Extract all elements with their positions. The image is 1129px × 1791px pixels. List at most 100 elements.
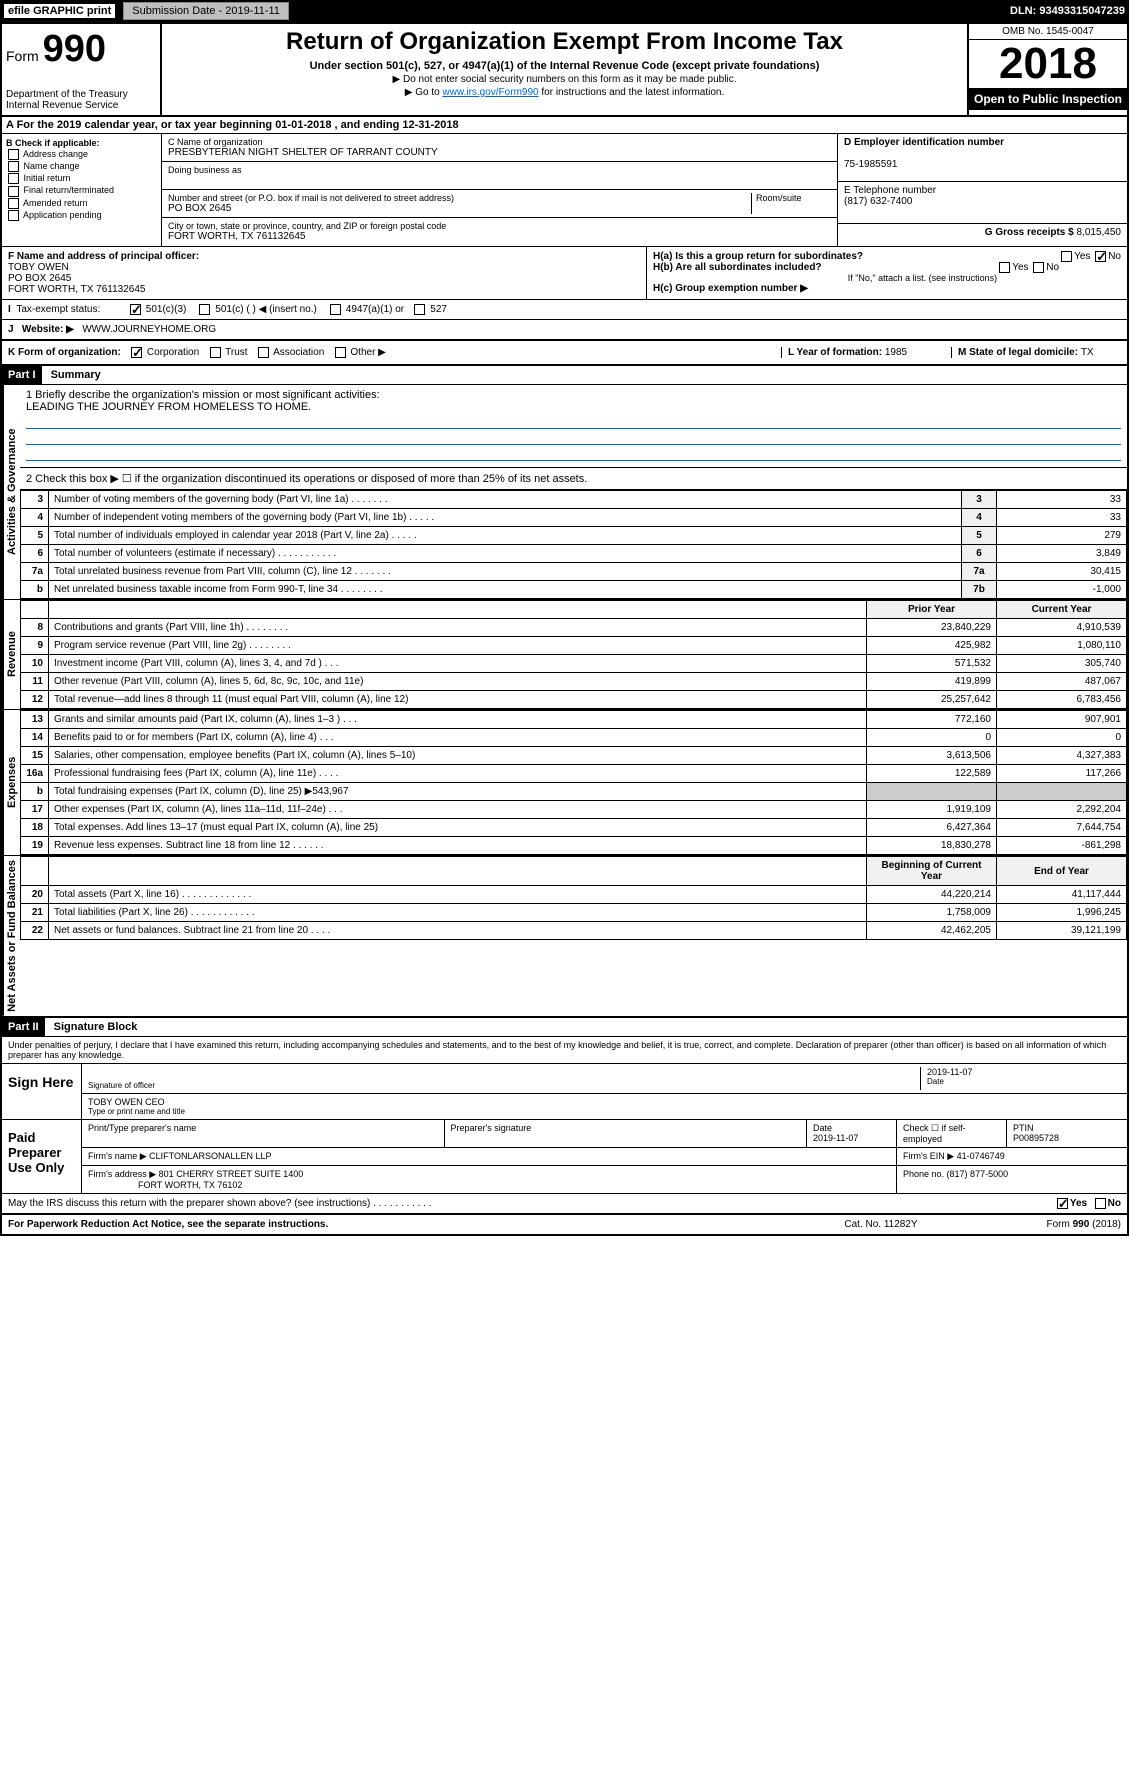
form-number: 990 (43, 28, 106, 70)
section-c: C Name of organization PRESBYTERIAN NIGH… (162, 134, 837, 246)
part2-header-row: Part II Signature Block (2, 1018, 1127, 1036)
tax-year: 2018 (969, 40, 1127, 88)
mission-block: 1 Briefly describe the organization's mi… (20, 385, 1127, 468)
prep-date: 2019-11-07 (813, 1133, 858, 1143)
cb-501c[interactable] (199, 304, 210, 315)
part1-rev-block: Revenue Prior YearCurrent Year 8Contribu… (2, 600, 1127, 710)
table-row: 5Total number of individuals employed in… (21, 527, 1127, 545)
penalty-statement: Under penalties of perjury, I declare th… (2, 1036, 1127, 1064)
cb-trust[interactable] (210, 347, 221, 358)
table-row: 11Other revenue (Part VIII, column (A), … (21, 673, 1127, 691)
paid-preparer-row: Paid Preparer Use Only Print/Type prepar… (2, 1120, 1127, 1194)
addr-label: Number and street (or P.O. box if mail i… (168, 193, 751, 203)
table-row: 15Salaries, other compensation, employee… (21, 747, 1127, 765)
cb-association[interactable] (258, 347, 269, 358)
part1-header-row: Part I Summary (2, 366, 1127, 385)
cb-527[interactable] (414, 304, 425, 315)
website-value: WWW.JOURNEYHOME.ORG (82, 324, 216, 335)
cb-corporation[interactable] (131, 347, 142, 358)
net-table: Beginning of Current YearEnd of Year 20T… (20, 856, 1127, 940)
phone-value: (817) 632-7400 (844, 196, 912, 207)
hb-note: If "No," attach a list. (see instruction… (653, 273, 1121, 283)
cb-address-change[interactable]: Address change (6, 149, 157, 160)
dln-label: DLN: 93493315047239 (1010, 5, 1125, 17)
cb-name-change[interactable]: Name change (6, 161, 157, 172)
table-row: 21Total liabilities (Part X, line 26) . … (21, 904, 1127, 922)
part1-title: Summary (45, 366, 107, 384)
room-suite-label: Room/suite (751, 193, 831, 214)
table-row: 19Revenue less expenses. Subtract line 1… (21, 837, 1127, 855)
l-label: L Year of formation: (788, 347, 885, 358)
tax-exempt-label: Tax-exempt status: (16, 304, 100, 315)
omb-number: OMB No. 1545-0047 (969, 24, 1127, 40)
cb-other[interactable] (335, 347, 346, 358)
sidebar-expenses: Expenses (2, 710, 20, 855)
right-info: D Employer identification number 75-1985… (837, 134, 1127, 246)
phone-label: E Telephone number (844, 185, 936, 196)
ein-label: D Employer identification number (844, 137, 1004, 148)
header-right: OMB No. 1545-0047 2018 Open to Public In… (967, 24, 1127, 115)
table-row: 6Total number of volunteers (estimate if… (21, 545, 1127, 563)
ha-label: H(a) Is this a group return for subordin… (653, 251, 863, 262)
cb-application-pending[interactable]: Application pending (6, 210, 157, 221)
part2-title: Signature Block (48, 1018, 144, 1036)
type-name-label: Type or print name and title (88, 1107, 185, 1116)
table-row: 10Investment income (Part VIII, column (… (21, 655, 1127, 673)
sidebar-revenue: Revenue (2, 600, 20, 709)
officer-label: F Name and address of principal officer: (8, 251, 199, 262)
prior-year-header: Prior Year (867, 601, 997, 619)
part1-header: Part I (2, 366, 42, 384)
cb-final-return[interactable]: Final return/terminated (6, 185, 157, 196)
firm-name-label: Firm's name ▶ (88, 1151, 147, 1161)
gross-receipts-value: 8,015,450 (1077, 227, 1122, 238)
officer-name-title: TOBY OWEN CEO (88, 1097, 185, 1107)
table-row: 16aProfessional fundraising fees (Part I… (21, 765, 1127, 783)
cat-no: Cat. No. 11282Y (791, 1219, 971, 1230)
end-year-header: End of Year (997, 857, 1127, 886)
form-header: Form 990 Department of the Treasury Inte… (2, 24, 1127, 117)
section-f: F Name and address of principal officer:… (2, 247, 647, 299)
discuss-text: May the IRS discuss this return with the… (8, 1198, 432, 1209)
cb-discuss-yes[interactable] (1057, 1198, 1068, 1209)
paid-preparer-label: Paid Preparer Use Only (2, 1120, 82, 1193)
table-row: 14Benefits paid to or for members (Part … (21, 729, 1127, 747)
note-ssn: ▶ Do not enter social security numbers o… (170, 74, 959, 85)
table-row: 8Contributions and grants (Part VIII, li… (21, 619, 1127, 637)
header-left: Form 990 Department of the Treasury Inte… (2, 24, 162, 115)
firm-addr2: FORT WORTH, TX 76102 (138, 1180, 242, 1190)
firm-phone: (817) 877-5000 (947, 1169, 1009, 1179)
dept-treasury: Department of the Treasury Internal Reve… (6, 89, 156, 111)
officer-name: TOBY OWEN (8, 262, 69, 273)
sign-here-label: Sign Here (2, 1064, 82, 1119)
firm-name: CLIFTONLARSONALLEN LLP (149, 1151, 271, 1161)
website-label: Website: ▶ (22, 324, 74, 335)
mission-text: LEADING THE JOURNEY FROM HOMELESS TO HOM… (26, 401, 1121, 413)
sig-date: 2019-11-07 (927, 1067, 1121, 1077)
section-b: B Check if applicable: Address change Na… (2, 134, 162, 246)
l-value: 1985 (885, 347, 907, 358)
ptin-value: P00895728 (1013, 1133, 1059, 1143)
gov-table: 3Number of voting members of the governi… (20, 490, 1127, 599)
period-text: A For the 2019 calendar year, or tax yea… (6, 119, 459, 131)
cb-amended[interactable]: Amended return (6, 198, 157, 209)
cb-4947[interactable] (330, 304, 341, 315)
org-name: PRESBYTERIAN NIGHT SHELTER OF TARRANT CO… (168, 147, 831, 158)
section-h: H(a) Is this a group return for subordin… (647, 247, 1127, 299)
paperwork-notice: For Paperwork Reduction Act Notice, see … (8, 1219, 328, 1230)
firm-addr-label: Firm's address ▶ (88, 1169, 156, 1179)
cb-discuss-no[interactable] (1095, 1198, 1106, 1209)
date-label: Date (927, 1077, 1121, 1086)
prep-date-label: Date (813, 1123, 832, 1133)
sidebar-netassets: Net Assets or Fund Balances (2, 856, 20, 1016)
top-bar: efile GRAPHIC print Submission Date - 20… (0, 0, 1129, 22)
irs-link[interactable]: www.irs.gov/Form990 (442, 87, 538, 98)
form-label: Form (6, 48, 39, 64)
line2: 2 Check this box ▶ ☐ if the organization… (20, 468, 1127, 490)
form-footer-label: Form 990 (2018) (971, 1219, 1121, 1230)
addr-value: PO BOX 2645 (168, 203, 751, 214)
cb-initial-return[interactable]: Initial return (6, 173, 157, 184)
sidebar-governance: Activities & Governance (2, 385, 20, 599)
submission-date-button[interactable]: Submission Date - 2019-11-11 (123, 2, 289, 20)
efile-badge: efile GRAPHIC print (4, 4, 115, 18)
cb-501c3[interactable] (130, 304, 141, 315)
